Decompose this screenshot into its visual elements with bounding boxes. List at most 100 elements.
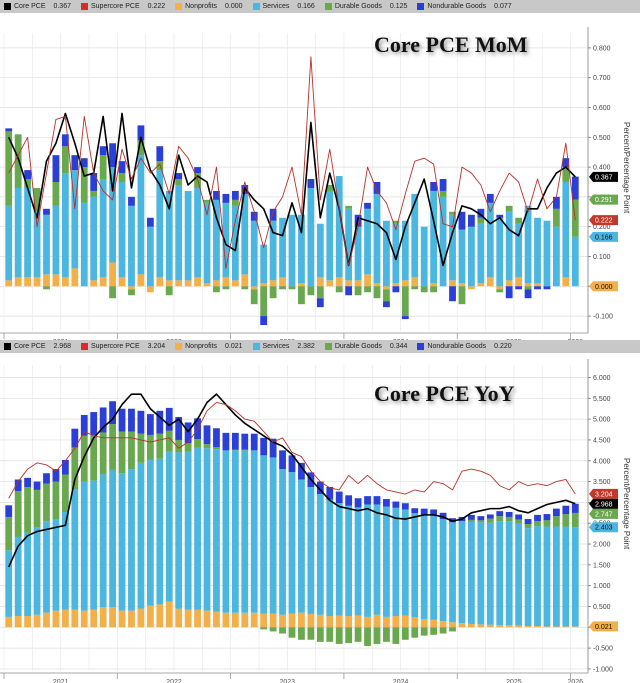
y-tick-label: 2.000 [593,542,611,549]
bar-segment-services [326,190,334,281]
legend-swatch [417,3,425,10]
bar-segment-durable [439,190,447,197]
bar-segment-nonprofits [269,613,277,628]
bar-segment-services [354,507,362,616]
bar-segment-nonprofits [184,609,192,628]
bar-segment-services [515,523,523,626]
bar-segment-nondurable [99,407,107,433]
bar-segment-nondurable [477,208,485,218]
bar-segment-durable [411,627,419,638]
legend-value: 0.125 [389,3,408,10]
bar-segment-nondurable [468,214,475,227]
bar-segment-nondurable [505,286,513,299]
bar-segment-nondurable [33,481,41,490]
bar-segment-durable [241,449,249,451]
bar-segment-nondurable [430,509,438,516]
bar-segment-nondurable [118,408,126,432]
tag-text: 0.367 [595,174,613,181]
y-tick-label: 6.000 [593,375,611,382]
bar-segment-durable [24,179,32,188]
bar-segment-nondurable [364,496,371,505]
bar-segment-services [260,244,268,284]
bar-segment-nonprofits [468,623,475,628]
bar-segment-services [468,521,475,624]
bar-segment-durable [137,140,145,156]
y-axis-label: Percent/Percentage Point [622,122,631,214]
bar-segment-durable [364,286,371,293]
bar-segment-nonprofits [14,277,22,287]
x-tick-label: 2025 [506,339,522,340]
bar-segment-durable [288,286,296,290]
legend-label: Core PCE [14,3,46,10]
bar-segment-nonprofits [71,268,79,287]
bar-segment-nonprofits [260,283,268,287]
bar-segment-nonprofits [241,274,249,287]
y-tick-label: 0.400 [593,165,611,172]
bar-segment-services [524,205,532,284]
bar-segment-durable [383,289,390,302]
legend-label: Durable Goods [334,343,382,350]
bar-segment-nonprofits [411,277,419,287]
bar-segment-nondurable [80,158,88,168]
bar-segment-services [203,448,211,611]
tag-background [589,522,618,533]
bar-segment-services [99,179,107,278]
tag-text: 2.968 [595,501,613,508]
bar-segment-nonprofits [24,277,32,287]
y-tick-label: 0.100 [593,254,611,261]
bar-segment-durable [279,627,286,634]
bar-segment-services [486,522,494,625]
bar-segment-nonprofits [571,626,579,628]
bar-segment-nondurable [222,193,230,203]
bar-segment-nonprofits [146,286,154,293]
bar-segment-nondurable [458,211,466,230]
bar-segment-services [260,455,268,614]
bar-segment-nonprofits [165,280,173,287]
bar-segment-nonprofits [90,609,98,628]
last-value-tag-core: 0.367 [589,171,618,182]
bar-segment-durable [420,627,428,636]
bar-segment-durable [269,627,277,632]
bar-segment-services [231,205,239,281]
bar-segment-durable [496,289,504,293]
bar-segment-services [279,217,286,278]
bar-segment-nondurable [137,410,145,434]
bar-segment-durable [505,205,513,212]
bar-segment-nonprofits [552,626,560,628]
bar-segment-nonprofits [194,609,201,628]
bar-segment-durable [213,286,220,293]
bar-segment-durable [231,199,239,206]
bar-segment-nondurable [298,462,305,480]
bar-segment-nondurable [52,469,60,482]
bar-segment-durable [298,627,305,640]
bar-segment-durable [43,483,50,522]
bar-segment-nonprofits [534,626,541,628]
legend-value: 2.382 [297,343,315,350]
y-tick-label: 1.500 [593,562,611,569]
bar-segment-nondurable [109,143,116,168]
bar-segment-services [571,527,579,627]
bar-segment-nonprofits [109,262,116,287]
bar-segment-services [392,223,400,284]
bar-segment-durable [43,286,50,290]
y-tick-label: 5.000 [593,417,611,424]
bar-segment-services [203,202,211,284]
bar-segment-nonprofits [496,625,504,628]
bar-segment-durable [373,627,381,644]
bar-segment-nondurable [411,508,419,514]
bar-segment-durable [231,449,239,451]
legend-swatch [175,343,183,350]
bar-segment-nondurable [5,128,13,132]
bar-segment-nonprofits [61,277,69,287]
bar-segment-nonprofits [486,277,494,287]
bar-segment-nonprofits [326,616,334,628]
bar-segment-durable [477,520,485,523]
bar-segment-durable [439,627,447,634]
bar-segment-nondurable [373,496,381,505]
bar-segment-durable [430,627,438,635]
x-tick-label: 2026 [567,339,583,340]
bar-segment-nondurable [562,158,570,168]
bar-segment-durable [118,173,126,182]
bar-segment-services [146,226,154,287]
bar-segment-services [373,504,381,615]
